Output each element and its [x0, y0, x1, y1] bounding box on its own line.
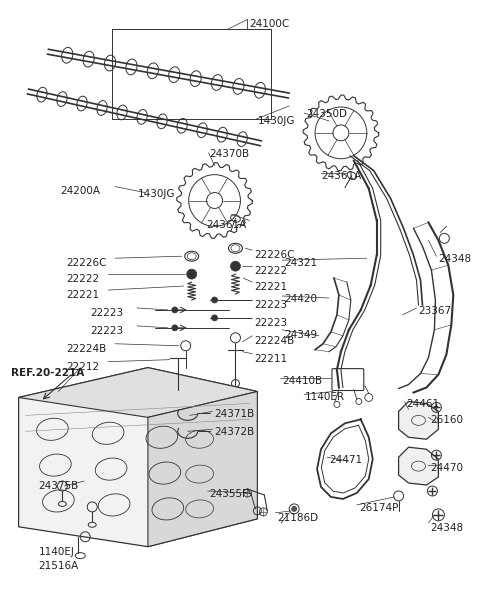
Text: 24200A: 24200A: [60, 186, 100, 196]
Text: 24372B: 24372B: [215, 427, 255, 437]
Text: 24348: 24348: [438, 254, 471, 264]
Polygon shape: [398, 447, 438, 485]
Text: 1140ER: 1140ER: [305, 393, 345, 402]
Text: 24375B: 24375B: [38, 481, 79, 491]
Text: 22222: 22222: [254, 266, 288, 276]
Circle shape: [230, 261, 240, 271]
Text: 22221: 22221: [66, 290, 99, 300]
Text: 26160: 26160: [431, 415, 463, 425]
Text: 22223: 22223: [254, 318, 288, 328]
Circle shape: [172, 325, 178, 331]
Circle shape: [187, 269, 197, 279]
Polygon shape: [148, 392, 257, 547]
Text: 24471: 24471: [329, 455, 362, 465]
Text: 22222: 22222: [66, 274, 99, 284]
Text: 24348: 24348: [431, 523, 464, 533]
Text: 1430JG: 1430JG: [257, 116, 295, 126]
Polygon shape: [19, 368, 257, 417]
Text: REF.20-221A: REF.20-221A: [11, 368, 84, 378]
Circle shape: [292, 506, 297, 511]
Text: 24371B: 24371B: [215, 409, 255, 419]
Text: 1430JG: 1430JG: [138, 189, 176, 199]
Text: 22211: 22211: [254, 353, 288, 364]
Text: 24355F: 24355F: [210, 489, 249, 499]
Text: 24349: 24349: [284, 330, 317, 340]
Text: 26174P: 26174P: [359, 503, 398, 513]
Text: 22224B: 22224B: [254, 336, 295, 346]
Text: 24100C: 24100C: [250, 20, 289, 30]
Text: 22223: 22223: [90, 326, 123, 336]
Circle shape: [212, 315, 217, 321]
Text: 24420: 24420: [284, 294, 317, 304]
Text: 23367: 23367: [419, 306, 452, 316]
Text: 22212: 22212: [66, 362, 99, 372]
FancyBboxPatch shape: [332, 369, 364, 390]
Text: 22224B: 22224B: [66, 344, 107, 354]
Text: 24410B: 24410B: [282, 375, 323, 386]
Text: 24361A: 24361A: [321, 171, 361, 181]
Text: 24461: 24461: [407, 399, 440, 409]
Text: 24370B: 24370B: [210, 149, 250, 159]
Text: 24470: 24470: [431, 463, 463, 473]
Text: 1140EJ: 1140EJ: [38, 547, 74, 557]
Circle shape: [212, 297, 217, 303]
Text: 22223: 22223: [254, 300, 288, 310]
Text: 22223: 22223: [90, 308, 123, 318]
Text: 22226C: 22226C: [66, 258, 107, 268]
Polygon shape: [398, 402, 438, 439]
Text: 21186D: 21186D: [277, 513, 318, 523]
Text: 24350D: 24350D: [306, 109, 347, 119]
Text: 22226C: 22226C: [254, 250, 295, 260]
Circle shape: [172, 307, 178, 313]
Text: 24361A: 24361A: [206, 220, 247, 230]
Text: 21516A: 21516A: [38, 560, 79, 571]
Polygon shape: [19, 368, 257, 547]
Text: 22221: 22221: [254, 282, 288, 292]
Text: 24321: 24321: [284, 258, 317, 268]
